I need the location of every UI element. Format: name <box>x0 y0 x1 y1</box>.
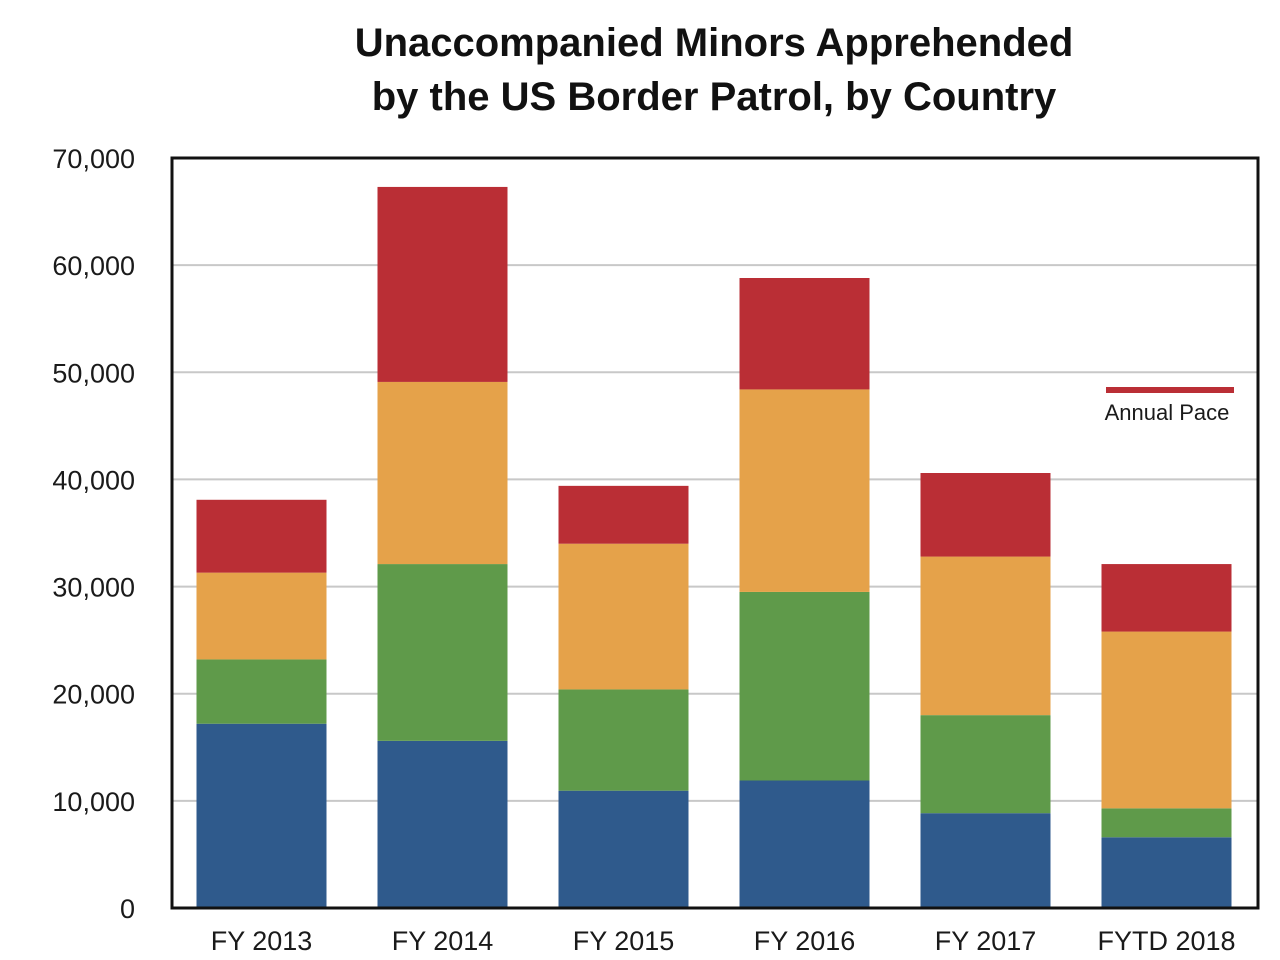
bar-segment-4 <box>739 278 870 390</box>
bar-segment-2 <box>739 591 870 781</box>
bar-segment-1 <box>1101 837 1232 908</box>
x-tick-label: FY 2013 <box>211 926 313 956</box>
legend-label-annual-pace: Annual Pace <box>1105 400 1230 425</box>
bar-segment-2 <box>1101 808 1232 838</box>
legend: Annual Pace <box>1105 387 1234 425</box>
y-tick-label: 50,000 <box>52 358 135 388</box>
y-tick-label: 60,000 <box>52 251 135 281</box>
chart-title-line-1: Unaccompanied Minors Apprehended <box>354 21 1074 65</box>
x-tick-label: FY 2015 <box>573 926 675 956</box>
bar-segment-1 <box>377 740 508 908</box>
bar-segment-1 <box>739 780 870 908</box>
bar-segment-2 <box>377 564 508 741</box>
legend-swatch-annual-pace <box>1106 387 1234 393</box>
bar-segment-4 <box>196 499 327 573</box>
chart-title: Unaccompanied Minors Apprehended by the … <box>200 16 1228 124</box>
bar-segment-4 <box>558 485 689 544</box>
bars <box>196 186 1232 908</box>
x-tick-label: FY 2017 <box>935 926 1037 956</box>
bar-segment-3 <box>739 389 870 592</box>
bar-segment-4 <box>1101 564 1232 632</box>
y-tick-label: 40,000 <box>52 465 135 495</box>
y-tick-label: 30,000 <box>52 573 135 603</box>
bar-segment-1 <box>196 723 327 908</box>
bar-segment-1 <box>558 790 689 908</box>
bar-segment-4 <box>377 186 508 382</box>
y-tick-label: 20,000 <box>52 680 135 710</box>
bar-segment-3 <box>558 543 689 690</box>
bar-segment-3 <box>1101 631 1232 809</box>
x-axis-ticks: FY 2013 FY 2014 FY 2015 FY 2016 FY 2017 FYTD … <box>211 926 1236 956</box>
y-tick-label: 10,000 <box>52 787 135 817</box>
x-tick-label: FY 2014 <box>392 926 494 956</box>
bar-segment-4 <box>920 473 1051 557</box>
y-tick-label: 0 <box>120 894 135 924</box>
y-tick-label: 70,000 <box>52 144 135 174</box>
bar-segment-2 <box>920 715 1051 814</box>
bar-segment-2 <box>196 659 327 724</box>
chart-title-line-2: by the US Border Patrol, by Country <box>371 75 1057 119</box>
y-axis-ticks: 0 10,000 20,000 30,000 40,000 50,000 60,000 70,… <box>52 144 135 924</box>
x-tick-label: FYTD 2018 <box>1097 926 1235 956</box>
bar-segment-1 <box>920 813 1051 908</box>
bar-segment-2 <box>558 689 689 791</box>
x-tick-label: FY 2016 <box>754 926 856 956</box>
plot-frame <box>170 156 1260 910</box>
bar-segment-3 <box>196 572 327 660</box>
gridlines <box>172 264 1258 802</box>
bar-segment-3 <box>920 556 1051 716</box>
bar-segment-3 <box>377 381 508 565</box>
